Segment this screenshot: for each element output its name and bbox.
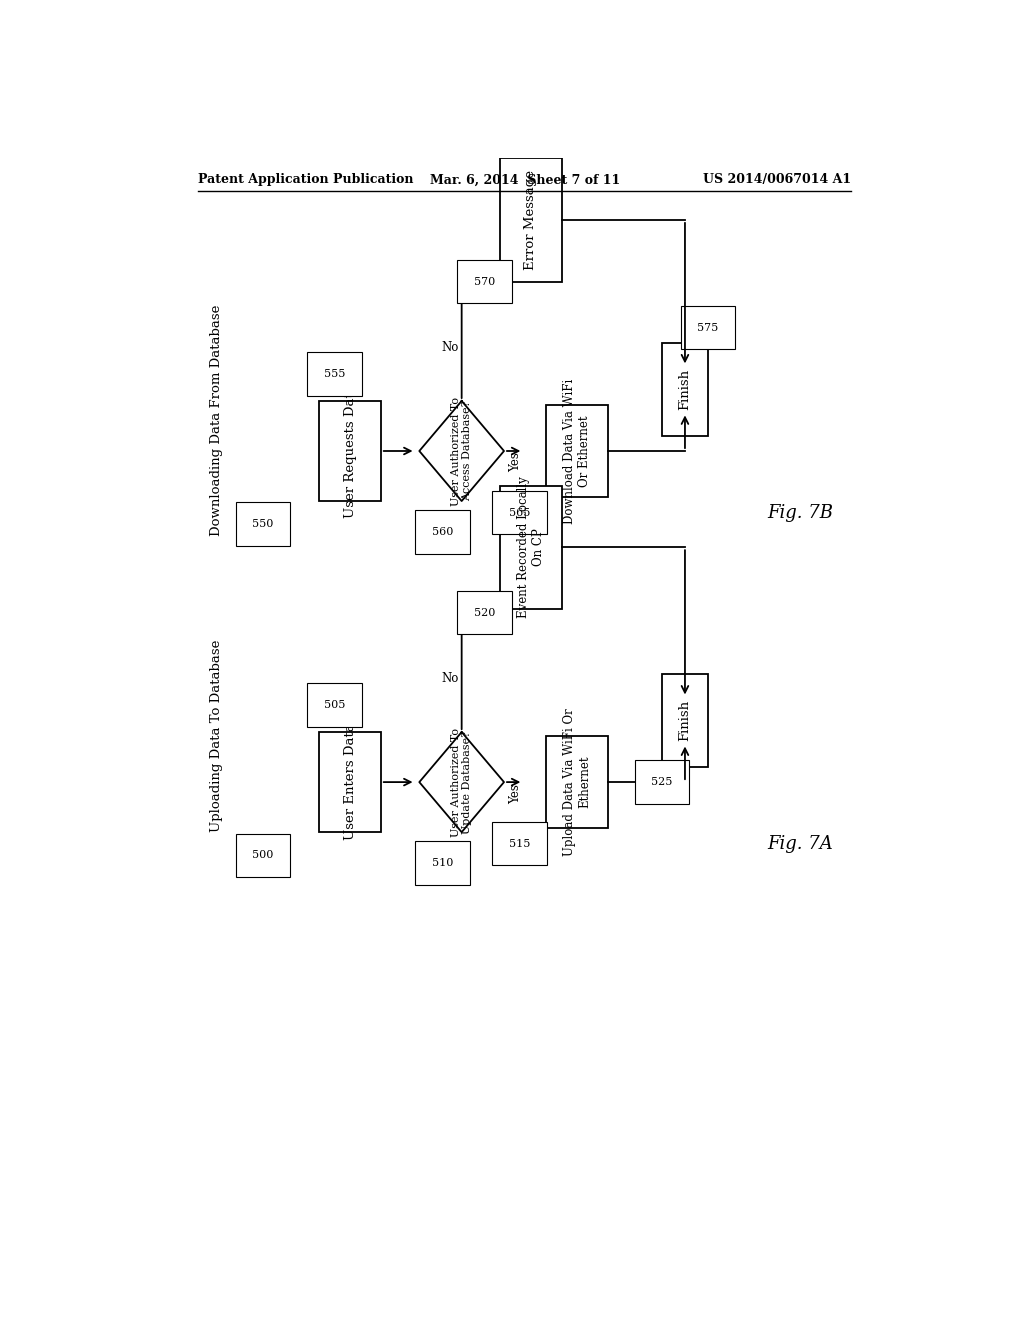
Text: 515: 515 <box>509 838 530 849</box>
Text: Downloading Data From Database: Downloading Data From Database <box>210 305 223 536</box>
Text: Finish: Finish <box>679 368 691 411</box>
Text: 550: 550 <box>252 519 273 529</box>
Bar <box>319 401 381 502</box>
Bar <box>662 343 708 436</box>
Text: Error Message: Error Message <box>524 170 538 271</box>
Text: Upload Data Via WiFi Or
Ethernet: Upload Data Via WiFi Or Ethernet <box>563 709 591 855</box>
Bar <box>500 158 562 281</box>
Text: 570: 570 <box>474 277 496 286</box>
Text: User Authorized To
Update Database?: User Authorized To Update Database? <box>451 727 472 837</box>
Text: 520: 520 <box>474 607 496 618</box>
Text: US 2014/0067014 A1: US 2014/0067014 A1 <box>703 173 851 186</box>
Text: Finish: Finish <box>679 700 691 741</box>
Text: Download Data Via WiFi
Or Ethernet: Download Data Via WiFi Or Ethernet <box>563 379 591 524</box>
Text: 565: 565 <box>509 508 530 517</box>
Bar <box>547 737 608 829</box>
Bar <box>319 733 381 832</box>
Text: No: No <box>441 341 459 354</box>
Text: 575: 575 <box>697 323 719 333</box>
Text: 510: 510 <box>432 858 453 869</box>
Text: Yes: Yes <box>509 453 522 473</box>
Text: Yes: Yes <box>509 784 522 804</box>
Text: Patent Application Publication: Patent Application Publication <box>199 173 414 186</box>
Text: Fig. 7A: Fig. 7A <box>768 834 834 853</box>
Text: 560: 560 <box>432 527 453 537</box>
Text: 500: 500 <box>252 850 273 861</box>
Text: 505: 505 <box>324 700 345 710</box>
Text: Fig. 7B: Fig. 7B <box>767 504 834 521</box>
Text: User Enters Data: User Enters Data <box>343 723 356 841</box>
Text: No: No <box>441 672 459 685</box>
Text: Mar. 6, 2014  Sheet 7 of 11: Mar. 6, 2014 Sheet 7 of 11 <box>430 173 620 186</box>
Text: Uploading Data To Database: Uploading Data To Database <box>210 640 223 832</box>
Text: 555: 555 <box>324 370 345 379</box>
Text: Event Recorded Locally
On CP: Event Recorded Locally On CP <box>517 477 545 618</box>
Bar <box>547 405 608 498</box>
Bar <box>500 486 562 609</box>
Bar <box>662 675 708 767</box>
Text: User Authorized To
Access Database?: User Authorized To Access Database? <box>451 396 472 506</box>
Text: 525: 525 <box>651 777 673 787</box>
Text: User Requests Data: User Requests Data <box>343 384 356 517</box>
